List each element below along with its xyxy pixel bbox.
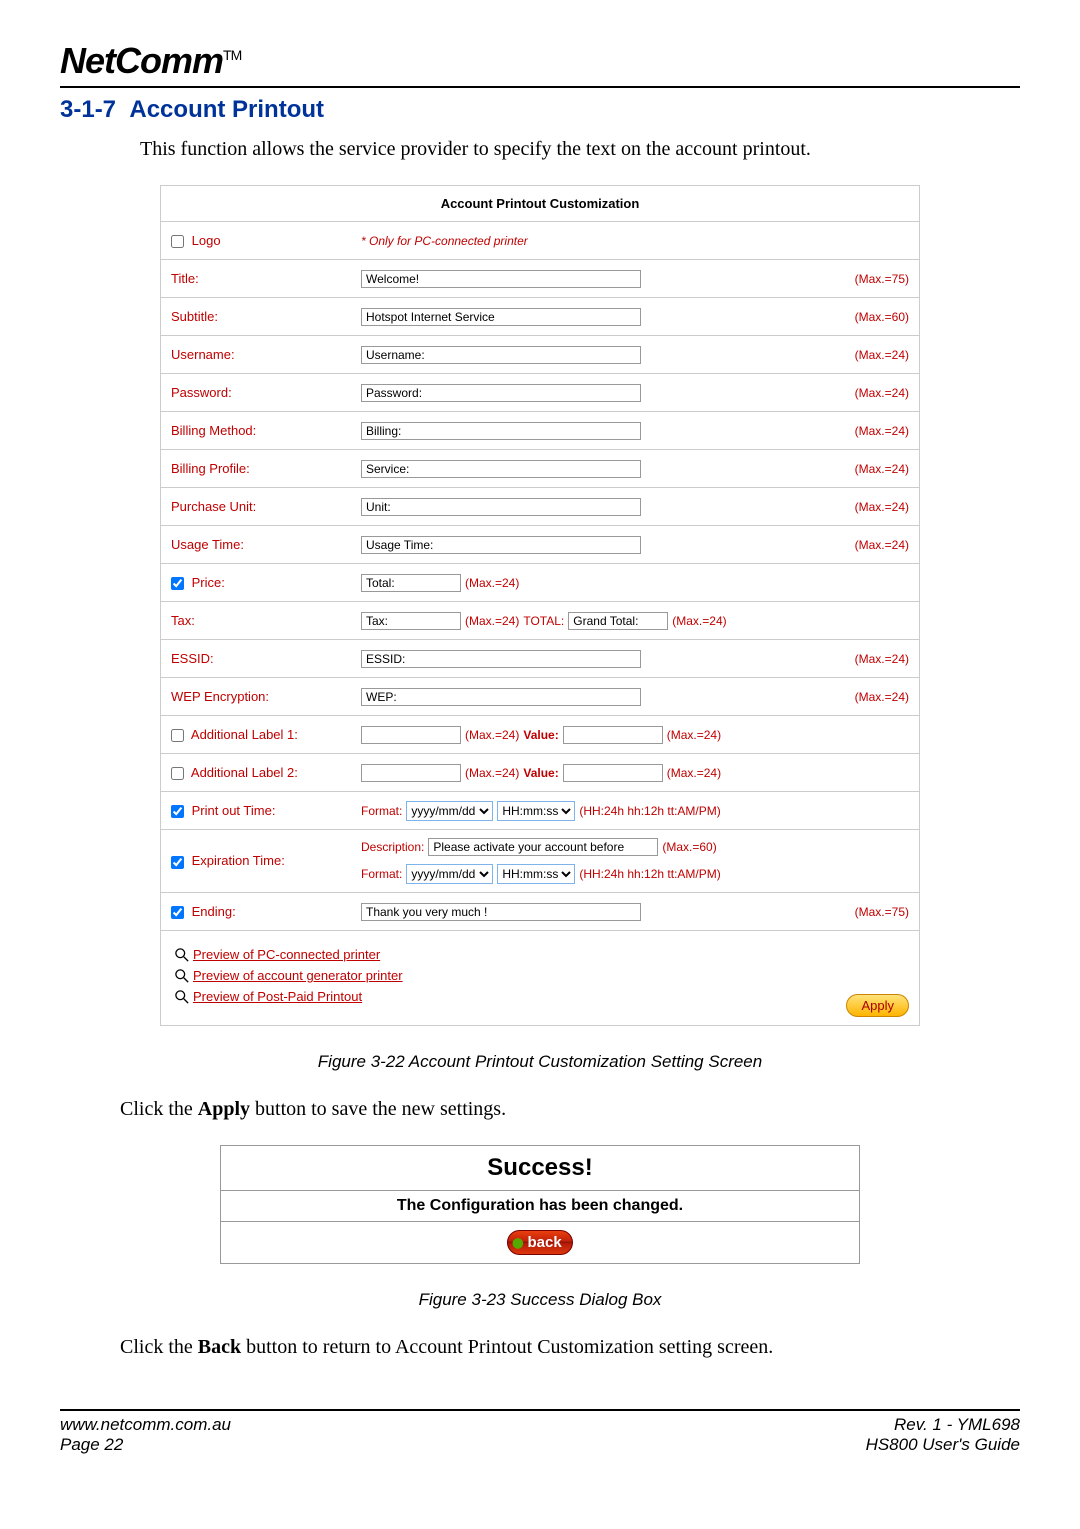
row-addl2: Additional Label 2: (Max.=24) Value: (Ma… [161, 754, 919, 792]
tax-total-input[interactable] [568, 612, 668, 630]
addl2-value-input[interactable] [563, 764, 663, 782]
row-essid: ESSID: (Max.=24) [161, 640, 919, 678]
back-instruction: Click the Back button to return to Accou… [120, 1336, 1020, 1359]
addl2-input[interactable] [361, 764, 461, 782]
success-subtitle: The Configuration has been changed. [221, 1191, 859, 1222]
row-usage-time: Usage Time: (Max.=24) [161, 526, 919, 564]
customization-form: Account Printout Customization Logo * On… [160, 185, 920, 1026]
addl1-checkbox[interactable] [171, 729, 184, 742]
preview-pc-link[interactable]: Preview of PC-connected printer [193, 947, 380, 962]
row-billing-method: Billing Method: (Max.=24) [161, 412, 919, 450]
apply-button[interactable]: Apply [846, 994, 909, 1017]
success-dialog: Success! The Configuration has been chan… [220, 1145, 860, 1264]
row-subtitle: Subtitle: (Max.=60) [161, 298, 919, 336]
row-tax: Tax: (Max.=24) TOTAL: (Max.=24) [161, 602, 919, 640]
printtime-time-select[interactable]: HH:mm:ss [497, 801, 575, 821]
page-footer: www.netcomm.com.au Page 22 Rev. 1 - YML6… [60, 1409, 1020, 1455]
magnify-icon [175, 948, 189, 962]
billing-profile-input[interactable] [361, 460, 641, 478]
subtitle-input[interactable] [361, 308, 641, 326]
footer-url: www.netcomm.com.au [60, 1415, 231, 1435]
intro-text: This function allows the service provide… [140, 138, 1020, 161]
footer-guide: HS800 User's Guide [866, 1435, 1020, 1455]
title-input[interactable] [361, 270, 641, 288]
logo-text: NetCommTM [60, 40, 241, 81]
row-username: Username: (Max.=24) [161, 336, 919, 374]
page-header: NetCommTM [60, 40, 1020, 88]
ending-checkbox[interactable] [171, 906, 184, 919]
row-logo: Logo * Only for PC-connected printer [161, 222, 919, 260]
logo-hint: * Only for PC-connected printer [361, 234, 528, 248]
expiration-time-select[interactable]: HH:mm:ss [497, 864, 575, 884]
tax-input[interactable] [361, 612, 461, 630]
row-price: Price: (Max.=24) [161, 564, 919, 602]
ending-input[interactable] [361, 903, 641, 921]
expiration-checkbox[interactable] [171, 856, 184, 869]
essid-input[interactable] [361, 650, 641, 668]
addl2-checkbox[interactable] [171, 767, 184, 780]
row-billing-profile: Billing Profile: (Max.=24) [161, 450, 919, 488]
password-input[interactable] [361, 384, 641, 402]
row-wep: WEP Encryption: (Max.=24) [161, 678, 919, 716]
row-password: Password: (Max.=24) [161, 374, 919, 412]
price-input[interactable] [361, 574, 461, 592]
magnify-icon [175, 969, 189, 983]
row-ending: Ending: (Max.=75) [161, 893, 919, 931]
usage-time-input[interactable] [361, 536, 641, 554]
section-heading: 3-1-7 Account Printout [60, 96, 1020, 124]
form-title: Account Printout Customization [161, 186, 919, 222]
header-rule [60, 86, 1020, 88]
row-purchase-unit: Purchase Unit: (Max.=24) [161, 488, 919, 526]
logo-checkbox[interactable] [171, 235, 184, 248]
printtime-checkbox[interactable] [171, 805, 184, 818]
expiration-date-select[interactable]: yyyy/mm/dd [406, 864, 493, 884]
apply-instruction: Click the Apply button to save the new s… [120, 1098, 1020, 1121]
figure-caption-2: Figure 3-23 Success Dialog Box [60, 1290, 1020, 1310]
footer-page: Page 22 [60, 1435, 231, 1455]
printtime-date-select[interactable]: yyyy/mm/dd [406, 801, 493, 821]
row-title: Title: (Max.=75) [161, 260, 919, 298]
billing-method-input[interactable] [361, 422, 641, 440]
preview-gen-link[interactable]: Preview of account generator printer [193, 968, 403, 983]
expiration-desc-input[interactable] [428, 838, 658, 856]
magnify-icon [175, 990, 189, 1004]
figure-caption-1: Figure 3-22 Account Printout Customizati… [60, 1052, 1020, 1072]
preview-postpaid-link[interactable]: Preview of Post-Paid Printout [193, 989, 362, 1004]
purchase-unit-input[interactable] [361, 498, 641, 516]
price-checkbox[interactable] [171, 577, 184, 590]
success-title: Success! [221, 1146, 859, 1191]
wep-input[interactable] [361, 688, 641, 706]
row-addl1: Additional Label 1: (Max.=24) Value: (Ma… [161, 716, 919, 754]
back-button[interactable]: back [507, 1230, 572, 1255]
row-printtime: Print out Time: Format: yyyy/mm/dd HH:mm… [161, 792, 919, 830]
addl1-input[interactable] [361, 726, 461, 744]
addl1-value-input[interactable] [563, 726, 663, 744]
row-expiration: Expiration Time: Description: (Max.=60) … [161, 830, 919, 893]
footer-rev: Rev. 1 - YML698 [866, 1415, 1020, 1435]
username-input[interactable] [361, 346, 641, 364]
